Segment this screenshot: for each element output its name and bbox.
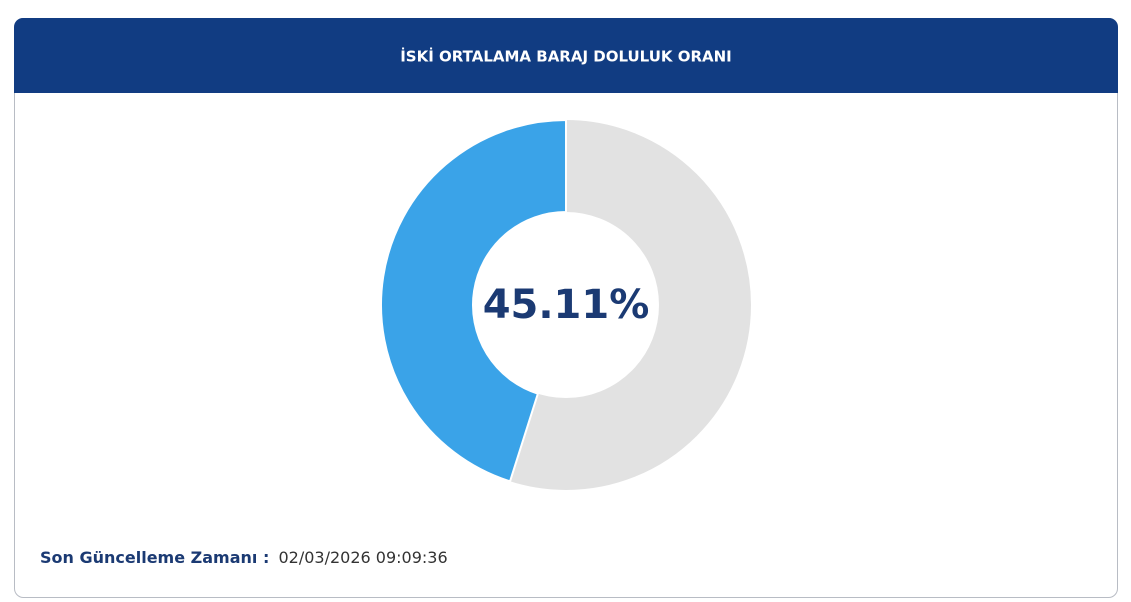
donut-segment	[380, 118, 567, 483]
donut-chart: 45.11%	[380, 118, 751, 490]
last-updated-time: 02/03/2026 09:09:36	[278, 548, 447, 567]
last-updated-label: Son Güncelleme Zamanı :	[40, 548, 269, 567]
last-updated: Son Güncelleme Zamanı : 02/03/2026 09:09…	[40, 548, 448, 567]
card-header	[14, 18, 1118, 93]
card-title: İSKİ ORTALAMA BARAJ DOLULUK ORANI	[400, 47, 732, 66]
donut-value-label: 45.11%	[483, 282, 650, 328]
